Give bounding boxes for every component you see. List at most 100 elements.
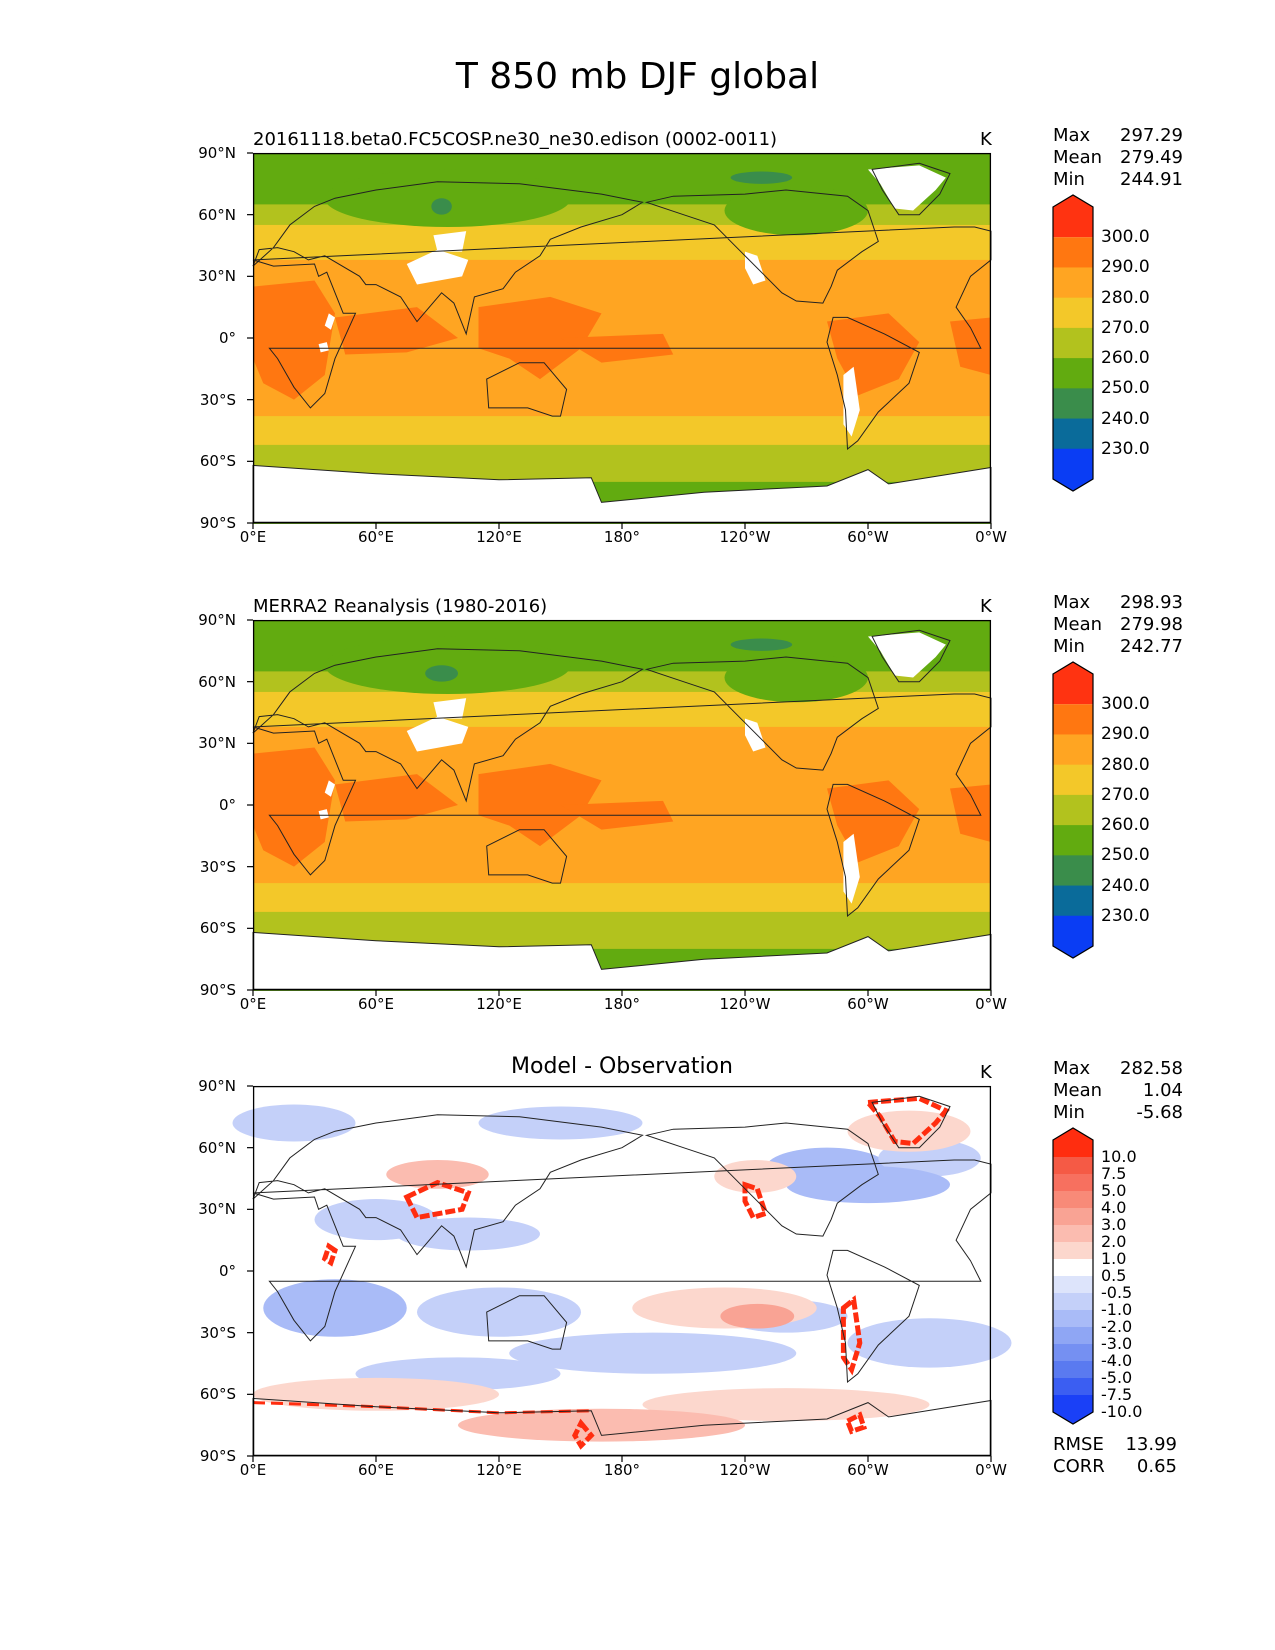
- warm-region: [478, 296, 602, 380]
- lat-tick-label: 60°N: [198, 205, 236, 224]
- colorbar-tick-label: 300.0: [1101, 694, 1150, 715]
- lon-tick-label: 0°W: [975, 995, 1007, 1013]
- colorbar-segment: [1053, 855, 1093, 887]
- map-plot: [247, 152, 992, 529]
- colorbar-tick-label: 7.5: [1101, 1164, 1127, 1183]
- warm-region: [253, 747, 335, 867]
- lat-tick-label: 30°N: [198, 1200, 236, 1219]
- lon-tick-label: 0°E: [239, 528, 267, 546]
- masked-region: [406, 249, 469, 285]
- colorbar-tick-label: 290.0: [1101, 257, 1150, 278]
- large-anomaly-contour: [840, 1295, 863, 1376]
- anomaly-blob: [417, 1287, 581, 1337]
- warm-region: [950, 784, 991, 842]
- warm-region: [253, 280, 335, 400]
- lat-tick-label: 60°S: [199, 919, 236, 938]
- masked-region: [318, 342, 329, 353]
- colorbar-tick-label: -7.5: [1101, 1385, 1133, 1404]
- stat-value: 1.04: [1142, 1080, 1183, 1101]
- anomaly-blob: [714, 1160, 797, 1193]
- lon-tick-label: 120°W: [719, 528, 771, 546]
- colorbar-outline: [1052, 194, 1094, 492]
- anomaly-blob: [386, 1160, 489, 1189]
- colorbar-segment: [1053, 358, 1093, 389]
- stat-label: Mean: [1053, 1080, 1103, 1101]
- colorbar-tick-label: 300.0: [1101, 227, 1150, 248]
- colorbar-segment: [1053, 448, 1093, 491]
- colorbar-segment: [1053, 1208, 1093, 1226]
- map-plot: [247, 619, 992, 996]
- colorbar-tick-label: 280.0: [1101, 754, 1150, 775]
- colorbar-tick-label: 260.0: [1101, 815, 1150, 836]
- colorbar-segment: [1053, 1157, 1093, 1175]
- coastlines: [252, 162, 992, 524]
- colorbar-segment: [1053, 418, 1093, 450]
- colorbar-segment: [1053, 195, 1093, 238]
- colorbar-tick-label: 230.0: [1101, 438, 1150, 459]
- lat-tick-label: 30°S: [199, 1323, 236, 1342]
- units-label: K: [980, 596, 992, 617]
- lon-tick-label: 180°: [603, 1461, 641, 1479]
- lon-tick-label: 0°E: [239, 995, 267, 1013]
- warm-region: [950, 317, 991, 375]
- cold-region: [730, 171, 793, 184]
- colorbar-outline: [1052, 661, 1094, 959]
- large-anomaly-contour: [321, 1242, 338, 1267]
- lat-tick-label: 90°S: [199, 981, 236, 999]
- stat-value: -5.68: [1136, 1102, 1183, 1123]
- anomaly-blob: [478, 1106, 643, 1140]
- temperature-band: [253, 883, 991, 913]
- stat-label: Max: [1053, 125, 1091, 146]
- colorbar-segment: [1053, 327, 1093, 359]
- colorbar-segment: [1053, 1361, 1093, 1379]
- colorbar-tick-label: -1.0: [1101, 1300, 1133, 1319]
- cold-region: [724, 652, 868, 703]
- masked-region: [868, 632, 946, 678]
- colorbar-tick-label: -3.0: [1101, 1334, 1133, 1353]
- colorbar-segment: [1053, 915, 1093, 958]
- stat-label: Mean: [1053, 614, 1103, 635]
- lon-tick-label: 0°E: [239, 1461, 267, 1479]
- lon-tick-label: 60°E: [357, 995, 395, 1013]
- stat-label: Max: [1053, 1058, 1091, 1079]
- lon-tick-label: 60°W: [847, 528, 889, 546]
- colorbar-segment: [1053, 1242, 1093, 1260]
- colorbar-segment: [1053, 267, 1093, 299]
- colorbar-segment: [1053, 734, 1093, 766]
- stat-value: 244.91: [1120, 169, 1183, 190]
- colorbar-segment: [1053, 825, 1093, 856]
- colorbar: [1052, 1127, 1094, 1425]
- colorbar-tick-label: 230.0: [1101, 905, 1150, 926]
- lon-tick-label: 120°E: [476, 528, 522, 546]
- lon-tick-label: 60°E: [357, 1461, 395, 1479]
- stats-box: Max 297.29 Mean 279.49 Min 244.91: [1053, 125, 1183, 191]
- colorbar-segment: [1053, 1276, 1093, 1294]
- colorbar-tick-label: -10.0: [1101, 1402, 1143, 1421]
- colorbar-tick-label: 5.0: [1101, 1181, 1127, 1200]
- masked-region: [253, 465, 991, 523]
- cold-region: [724, 185, 868, 236]
- colorbar-tick-label: 240.0: [1101, 875, 1150, 896]
- score-label: CORR: [1053, 1456, 1105, 1477]
- anomaly-blob: [263, 1279, 407, 1337]
- colorbar-segment: [1053, 662, 1093, 705]
- lat-tick-label: 60°S: [199, 452, 236, 471]
- anomaly-blob: [720, 1303, 795, 1329]
- stat-label: Min: [1053, 169, 1085, 190]
- stat-value: 279.98: [1120, 614, 1183, 635]
- masked-region: [745, 718, 766, 752]
- colorbar-tick-label: -2.0: [1101, 1317, 1133, 1336]
- cold-region: [730, 638, 793, 651]
- warm-region: [478, 763, 602, 847]
- stat-label: Min: [1053, 636, 1085, 657]
- anomaly-blob: [458, 1408, 745, 1442]
- colorbar-tick-label: -5.0: [1101, 1368, 1133, 1387]
- masked-region: [318, 809, 329, 820]
- units-label: K: [980, 129, 992, 150]
- lat-tick-label: 0°: [218, 1262, 236, 1280]
- panel-title: 20161118.beta0.FC5COSP.ne30_ne30.edison …: [253, 129, 778, 150]
- lat-tick-label: 90°N: [198, 611, 236, 629]
- large-anomaly-contour: [403, 1179, 472, 1221]
- colorbar-segment: [1053, 764, 1093, 796]
- map-frame: [252, 1085, 992, 1457]
